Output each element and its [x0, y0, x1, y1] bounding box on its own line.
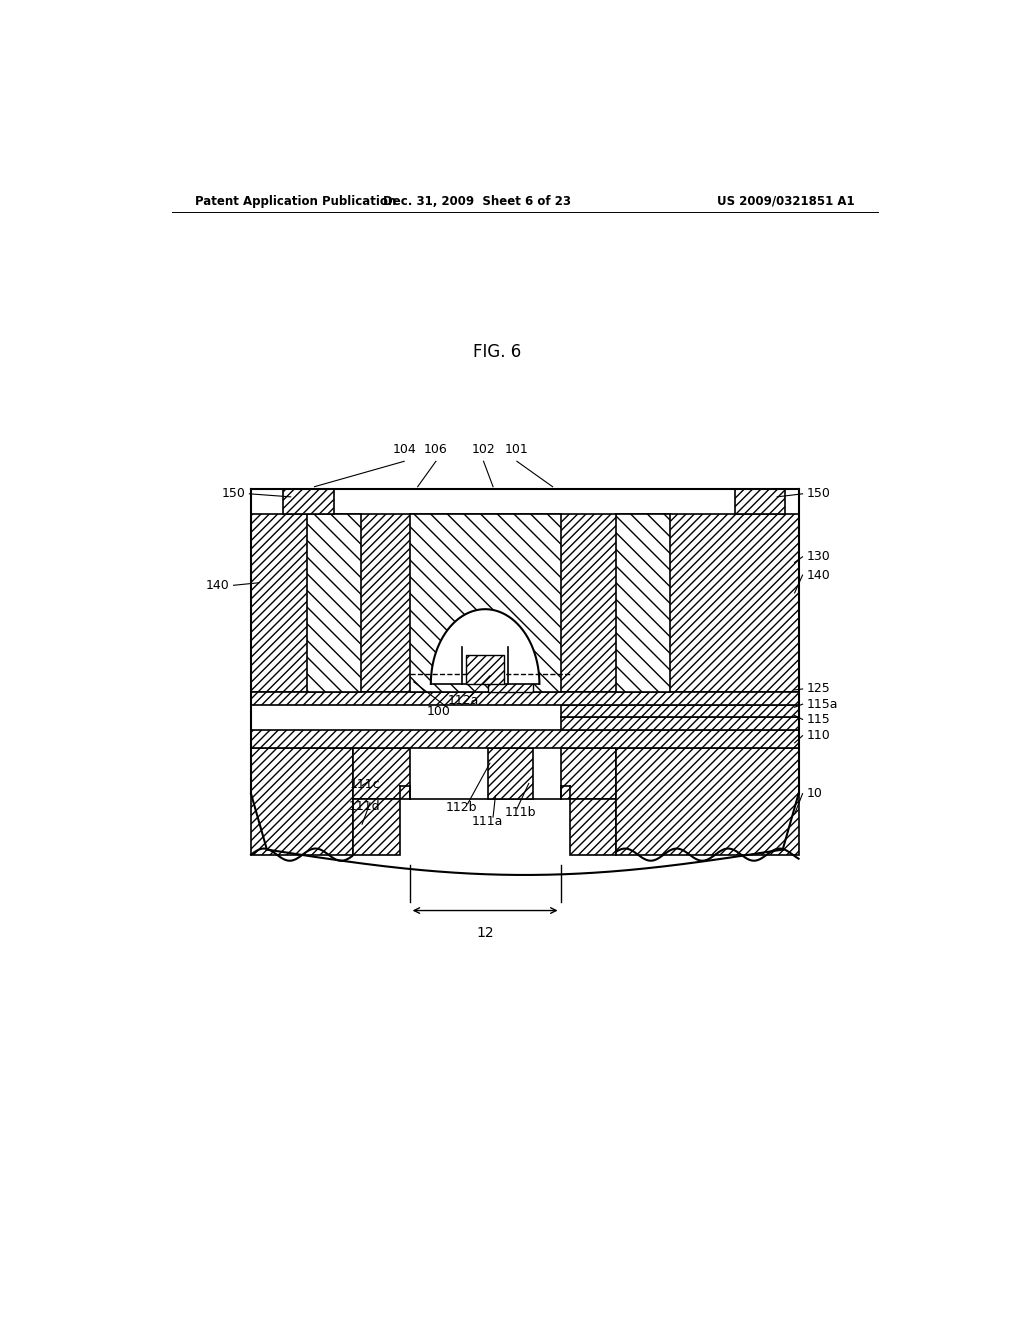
Text: 115: 115 — [807, 713, 830, 726]
Text: 111c: 111c — [349, 777, 380, 791]
Bar — [735, 488, 785, 515]
Text: FIG. 6: FIG. 6 — [473, 342, 521, 360]
Text: 101: 101 — [505, 444, 528, 457]
Text: 111b: 111b — [504, 807, 536, 820]
Bar — [560, 705, 799, 718]
Bar — [487, 673, 532, 692]
Text: 104: 104 — [392, 444, 416, 457]
Text: 125: 125 — [807, 682, 830, 696]
Bar — [616, 748, 799, 854]
Bar — [251, 730, 799, 748]
Text: 100: 100 — [427, 705, 451, 718]
Bar — [560, 718, 799, 730]
Text: 112b: 112b — [445, 801, 477, 814]
Text: Patent Application Publication: Patent Application Publication — [196, 194, 396, 207]
Text: 150: 150 — [807, 487, 830, 500]
Text: 110: 110 — [807, 729, 830, 742]
Text: 112a: 112a — [447, 693, 478, 706]
Bar — [352, 748, 410, 799]
Text: 102: 102 — [472, 444, 496, 457]
Text: US 2009/0321851 A1: US 2009/0321851 A1 — [717, 194, 854, 207]
Bar — [570, 799, 616, 854]
Text: 12: 12 — [476, 925, 494, 940]
Bar — [251, 748, 352, 854]
Bar — [352, 799, 400, 854]
Text: 115a: 115a — [807, 698, 838, 710]
Bar — [616, 515, 670, 692]
Bar — [410, 515, 560, 692]
Text: 140: 140 — [807, 569, 830, 582]
Text: 140: 140 — [206, 578, 229, 591]
Bar — [466, 656, 504, 684]
Text: 10: 10 — [807, 787, 822, 800]
Text: 111a: 111a — [472, 814, 503, 828]
Bar — [283, 488, 334, 515]
Text: 111d: 111d — [349, 800, 380, 813]
Text: 106: 106 — [424, 444, 447, 457]
Bar — [306, 515, 360, 692]
Bar — [487, 748, 532, 799]
Text: 150: 150 — [221, 487, 246, 500]
Text: 130: 130 — [807, 550, 830, 564]
Polygon shape — [431, 609, 540, 684]
Text: Dec. 31, 2009  Sheet 6 of 23: Dec. 31, 2009 Sheet 6 of 23 — [383, 194, 571, 207]
Bar — [251, 515, 799, 692]
Bar — [560, 748, 616, 799]
Bar — [251, 692, 799, 705]
